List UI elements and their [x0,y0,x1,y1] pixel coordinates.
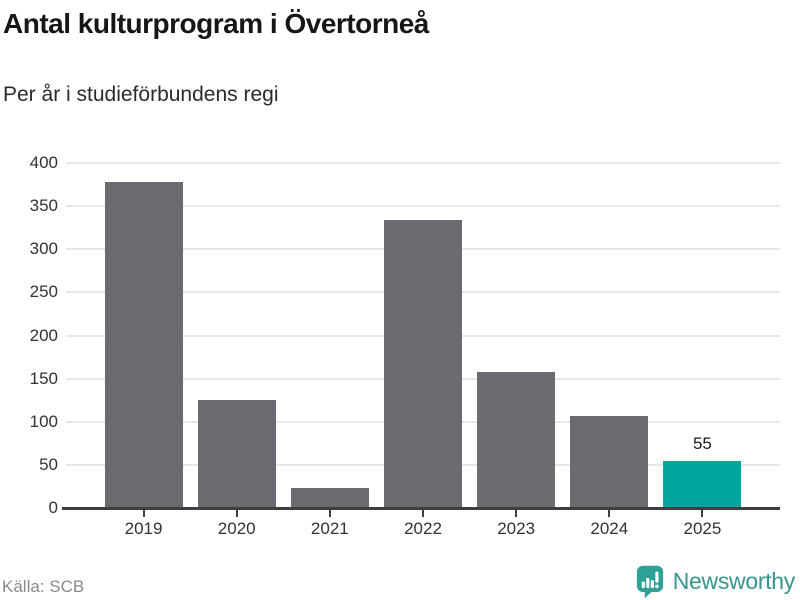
x-tick-label: 2025 [683,519,722,538]
x-tick-label: 2023 [497,519,536,538]
bar-2023 [477,371,556,508]
x-tick-label: 2024 [590,519,629,538]
bar-chart-speech-bubble-icon [635,564,665,599]
bar-2024 [570,415,649,508]
x-tick [515,510,518,517]
gridline [66,205,780,208]
y-tick-label: 50 [39,454,58,474]
y-tick-label: 100 [29,411,58,431]
newsworthy-logo[interactable]: Newsworthy [635,563,795,599]
y-tick-label: 250 [29,282,58,302]
y-tick-label: 300 [29,239,58,259]
y-tick-label: 400 [29,153,58,172]
y-tick-label: 0 [48,498,58,517]
gridline [66,162,780,164]
bar-2021 [290,488,369,508]
x-tick [235,510,238,517]
source-note: Källa: SCB [2,577,85,596]
x-tick [328,510,331,517]
x-axis-line [62,507,780,510]
x-tick [422,510,424,517]
bar-2019 [104,181,183,508]
value-label: 55 [692,433,712,453]
x-tick-label: 2019 [124,519,163,538]
y-tick-label: 200 [29,325,58,345]
y-axis: 0 50 100 150 200 250 300 350 400 [0,0,58,600]
chart-subtitle: Per år i studieförbundens regi [3,83,279,106]
x-tick-label: 2021 [310,519,349,538]
chart-title: Antal kulturprogram i Övertorneå [3,8,429,39]
x-tick-label: 2020 [217,519,256,538]
bar-2025 [663,460,742,508]
plot-area: 2019 2020 2021 2022 2023 2024 2025 55 [62,162,780,538]
y-tick-label: 350 [29,196,58,216]
y-tick-label: 150 [29,368,58,388]
brand-name: Newsworthy [672,567,796,594]
bar-2022 [384,219,462,508]
x-tick [142,510,145,517]
x-tick-label: 2022 [404,519,442,538]
x-tick [608,510,611,517]
x-tick [701,510,704,517]
bar-2020 [197,400,276,508]
